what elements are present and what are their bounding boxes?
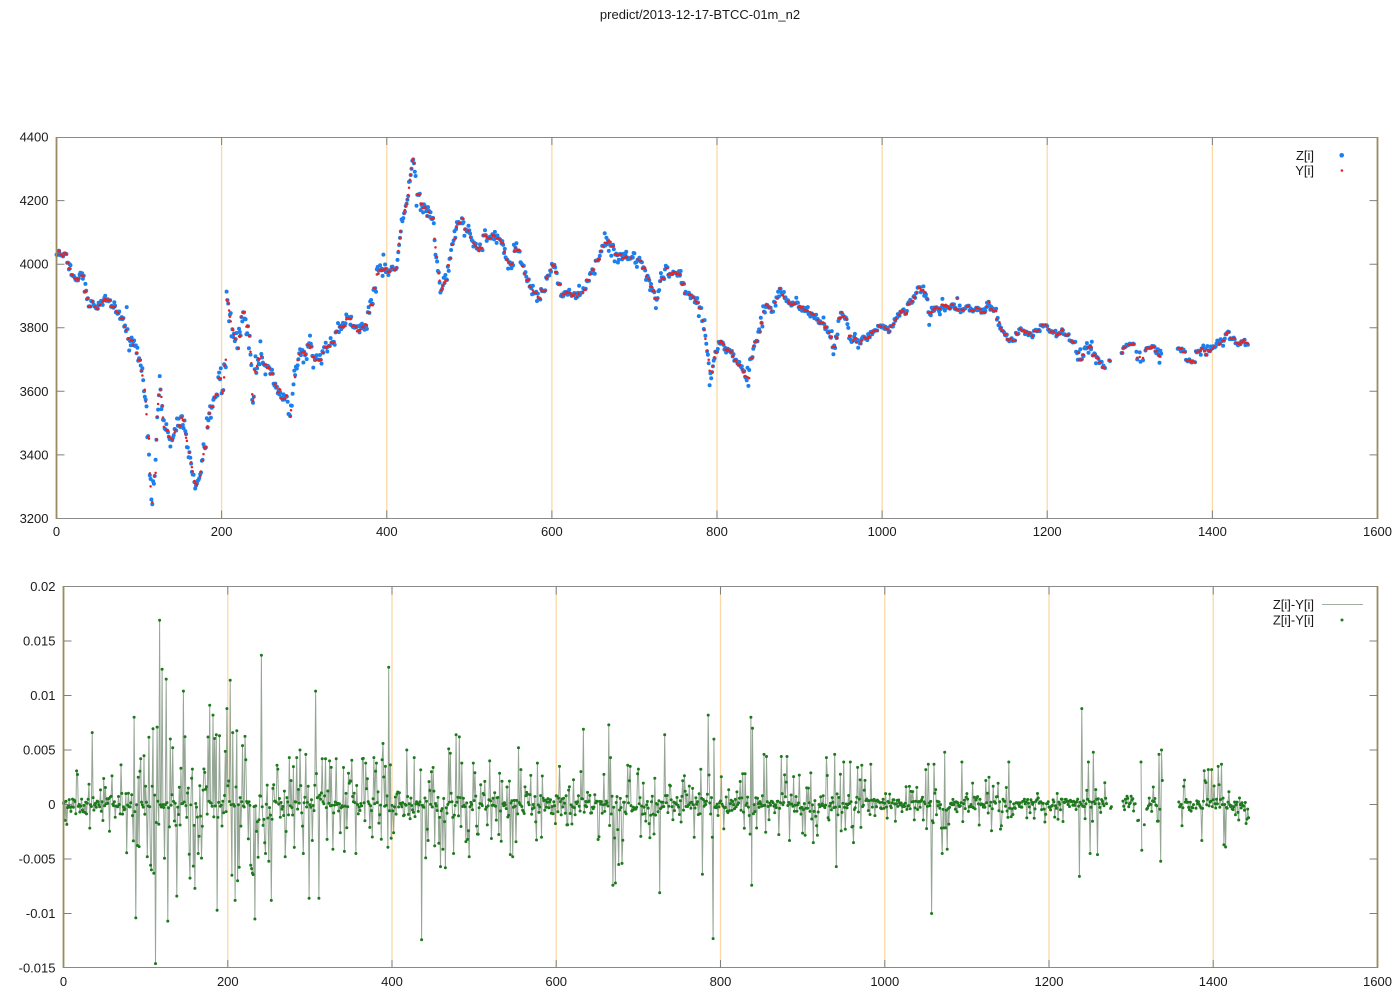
svg-text:4200: 4200 [20,193,49,208]
svg-text:Y[i]: Y[i] [1295,163,1314,178]
svg-text:3400: 3400 [20,447,49,462]
svg-text:0: 0 [48,797,55,812]
svg-text:-0.015: -0.015 [19,961,56,976]
svg-text:predict/2013-12-17-BTCC-01m_n2: predict/2013-12-17-BTCC-01m_n2 [600,7,800,22]
svg-text:1200: 1200 [1033,524,1062,539]
svg-text:1600: 1600 [1363,524,1392,539]
svg-text:800: 800 [710,974,732,989]
svg-text:0: 0 [53,524,60,539]
svg-text:400: 400 [381,974,403,989]
svg-text:1000: 1000 [870,974,899,989]
svg-text:0.01: 0.01 [30,688,55,703]
svg-text:-0.005: -0.005 [19,852,56,867]
svg-text:1400: 1400 [1199,974,1228,989]
svg-text:Z[i]-Y[i]: Z[i]-Y[i] [1273,613,1314,628]
svg-text:200: 200 [211,524,233,539]
svg-text:200: 200 [217,974,239,989]
svg-text:1200: 1200 [1035,974,1064,989]
svg-text:Z[i]-Y[i]: Z[i]-Y[i] [1273,597,1314,612]
svg-text:600: 600 [545,974,567,989]
svg-text:0.015: 0.015 [23,634,56,649]
svg-text:1400: 1400 [1198,524,1227,539]
svg-text:Z[i]: Z[i] [1296,148,1314,163]
svg-text:3800: 3800 [20,320,49,335]
svg-text:0: 0 [60,974,67,989]
svg-text:-0.01: -0.01 [26,906,56,921]
svg-text:3600: 3600 [20,384,49,399]
svg-text:800: 800 [706,524,728,539]
svg-text:4000: 4000 [20,257,49,272]
svg-text:1600: 1600 [1363,974,1392,989]
svg-text:400: 400 [376,524,398,539]
svg-text:0.005: 0.005 [23,743,56,758]
svg-text:4400: 4400 [20,130,49,145]
svg-text:0.02: 0.02 [30,579,55,594]
svg-text:3200: 3200 [20,511,49,526]
svg-text:600: 600 [541,524,563,539]
svg-text:1000: 1000 [868,524,897,539]
